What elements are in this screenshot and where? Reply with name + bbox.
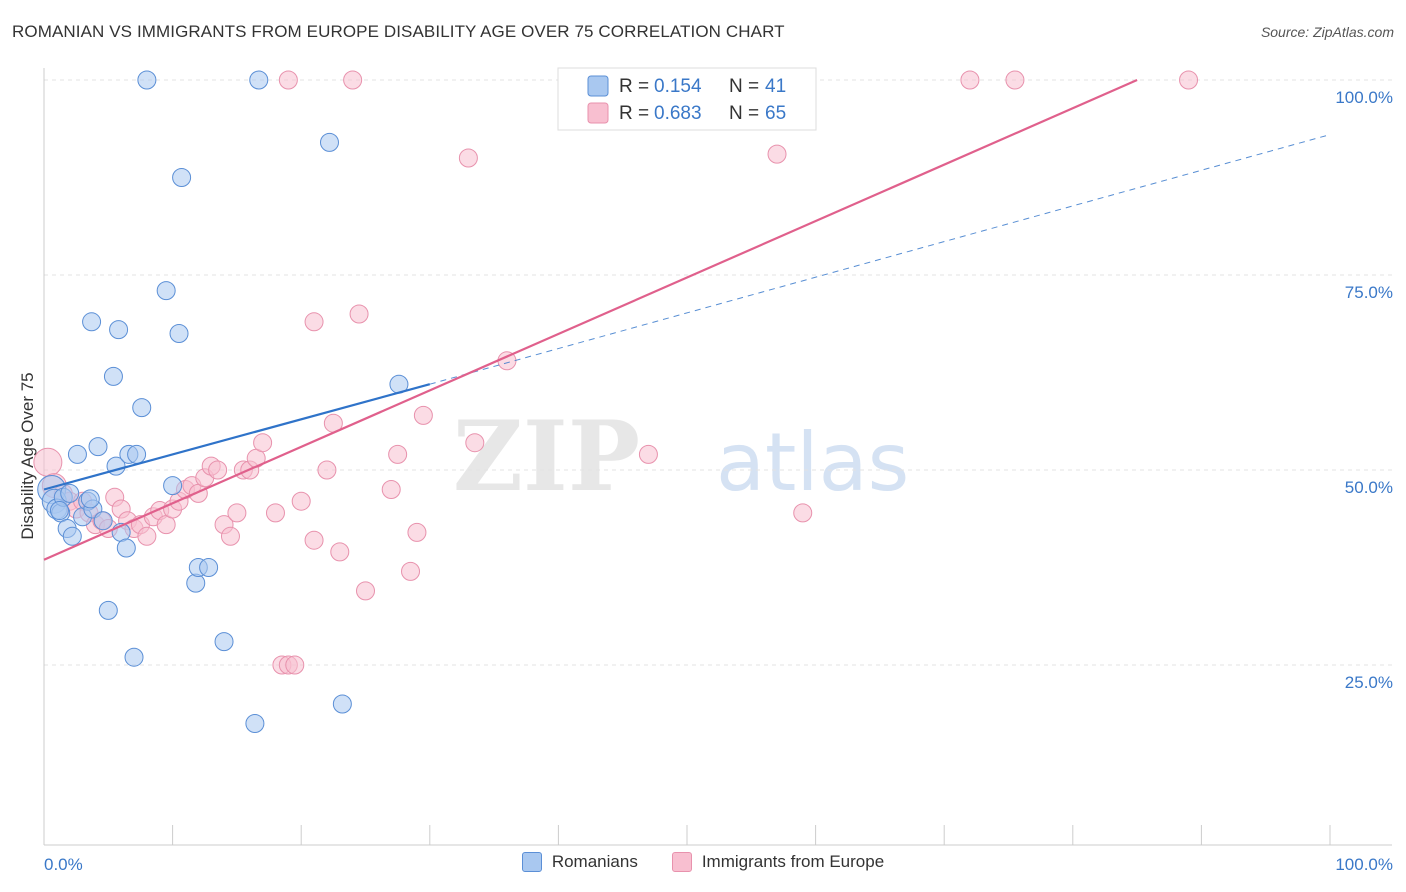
data-point: [343, 70, 363, 90]
data-point: [960, 70, 980, 90]
data-point: [208, 460, 228, 480]
chart-title: ROMANIAN VS IMMIGRANTS FROM EUROPE DISAB…: [12, 22, 785, 41]
data-point: [332, 694, 352, 714]
x-tick-label: 100.0%: [1335, 855, 1393, 874]
data-point: [109, 320, 129, 340]
data-point: [137, 526, 157, 546]
data-point: [278, 70, 298, 90]
y-tick-label: 75.0%: [1345, 283, 1393, 302]
stats-legend: R = 0.154 N = 41 R = 0.683 N = 65: [557, 67, 817, 131]
data-point: [304, 530, 324, 550]
data-point: [186, 573, 206, 593]
data-point: [317, 460, 337, 480]
data-point: [172, 168, 192, 187]
data-point: [349, 304, 369, 324]
romanians-trend-line: [43, 383, 431, 491]
data-point: [265, 503, 285, 523]
data-point: [33, 447, 63, 477]
data-point: [67, 444, 87, 464]
stats-r-label: R =: [619, 76, 649, 97]
legend-item-romanians[interactable]: Romanians: [521, 852, 638, 872]
data-point: [253, 433, 273, 453]
legend-item-immigrants[interactable]: Immigrants from Europe: [671, 852, 885, 872]
data-point: [60, 483, 80, 503]
watermark: ZIP atlas: [453, 400, 910, 513]
data-point: [285, 655, 305, 675]
data-point: [319, 132, 339, 152]
data-point: [291, 491, 311, 511]
data-point: [388, 444, 408, 464]
data-point: [413, 405, 433, 425]
stats-n-label: N =: [729, 103, 759, 124]
data-point: [220, 526, 240, 546]
stats-n-label: N =: [729, 76, 759, 97]
y-tick-label: 100.0%: [1335, 88, 1393, 107]
watermark-zip: ZIP: [453, 400, 640, 513]
data-point: [465, 433, 485, 453]
stats-legend-swatch: [587, 75, 609, 97]
data-point: [245, 714, 265, 733]
data-point: [356, 581, 375, 601]
data-point: [767, 144, 787, 164]
data-point: [62, 526, 82, 546]
data-point: [163, 476, 183, 496]
data-point: [98, 600, 118, 620]
data-point: [330, 542, 350, 562]
data-point: [49, 501, 69, 521]
data-point: [199, 558, 219, 577]
y-tick-label: 25.0%: [1345, 673, 1393, 692]
data-point: [88, 437, 108, 457]
x-tick-label: 0.0%: [44, 855, 83, 874]
data-point: [638, 444, 658, 464]
romanians-points: [37, 70, 409, 733]
data-point: [407, 522, 427, 542]
legend-label-romanians: Romanians: [551, 852, 638, 871]
immigrants-swatch: [671, 852, 692, 872]
y-tick-label: 50.0%: [1345, 478, 1393, 497]
immigrants-trend-line: [43, 78, 1138, 561]
data-point: [1179, 70, 1199, 90]
data-point: [127, 444, 147, 464]
data-point: [793, 503, 813, 523]
watermark-atlas: atlas: [716, 416, 909, 509]
data-point: [401, 561, 421, 581]
data-point: [132, 398, 152, 418]
data-point: [82, 312, 102, 332]
romanians-trend-extension: [429, 134, 1331, 385]
data-point: [304, 312, 324, 332]
legend-label-immigrants: Immigrants from Europe: [701, 852, 885, 871]
data-point: [169, 324, 189, 343]
stats-n-value: 65: [765, 103, 786, 124]
data-point: [80, 489, 100, 509]
immigrants-points: [33, 70, 1199, 675]
data-point: [458, 148, 478, 168]
stats-r-value: 0.683: [654, 103, 702, 124]
data-point: [381, 480, 401, 499]
data-point: [124, 647, 144, 667]
data-point: [249, 70, 269, 90]
stats-r-label: R =: [619, 103, 649, 124]
data-point: [103, 366, 123, 386]
stats-r-value: 0.154: [654, 76, 702, 97]
data-point: [116, 538, 136, 558]
bottom-legend: Romanians Immigrants from Europe: [0, 852, 1406, 872]
source-label: Source: ZipAtlas.com: [1260, 24, 1394, 40]
data-point: [156, 281, 176, 301]
data-point: [227, 503, 247, 523]
data-point: [1005, 70, 1025, 90]
stats-n-value: 41: [765, 76, 786, 97]
data-point: [137, 70, 157, 90]
data-point: [214, 632, 234, 652]
data-point: [93, 511, 113, 531]
stats-legend-swatch: [587, 102, 609, 124]
y-axis-title: Disability Age Over 75: [18, 372, 37, 539]
romanians-swatch: [521, 852, 542, 872]
